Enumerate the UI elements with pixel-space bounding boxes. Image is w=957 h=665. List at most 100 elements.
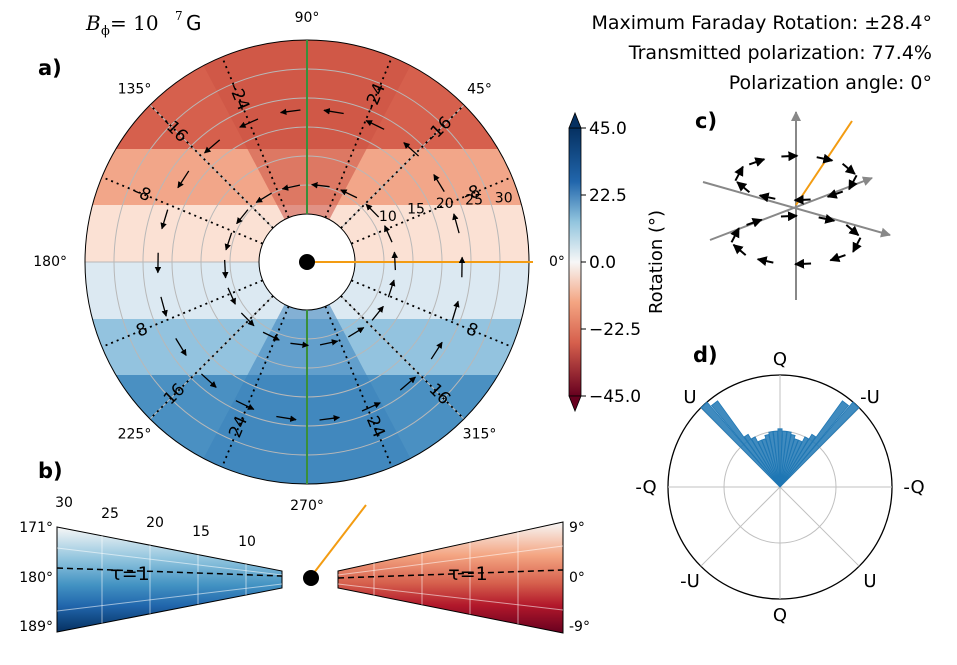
contour-line <box>340 295 465 420</box>
contour-line <box>101 176 263 245</box>
field-arrow <box>222 259 229 279</box>
colorbar-bottom-cap <box>568 395 582 413</box>
panel-c-label: c) <box>695 109 717 133</box>
wedge-grid-right-h <box>337 545 564 576</box>
contour-line <box>149 104 274 229</box>
field-arrow-3d <box>758 192 776 203</box>
tau-label-right: τ=1 <box>448 563 487 585</box>
field-arrow <box>452 213 460 234</box>
colorbar-tick-label: 22.5 <box>589 186 627 206</box>
field-arrow <box>433 173 445 192</box>
hist-bar <box>779 400 850 488</box>
field-arrow-3d <box>841 162 856 175</box>
polar-histogram <box>700 400 860 488</box>
field-arrow <box>430 341 443 360</box>
contour-line <box>324 56 393 218</box>
colorbar-tick-label: −45.0 <box>589 387 641 407</box>
polarization-line-b <box>309 504 367 579</box>
field-arrow-3d <box>732 244 747 256</box>
field-arrow <box>361 402 381 412</box>
stokes-label-right: -Q <box>903 477 924 498</box>
contour-label: -8 <box>460 181 483 206</box>
field-arrow <box>387 279 396 298</box>
field-arrow <box>236 209 249 225</box>
field-arrow <box>177 170 190 189</box>
panel-a-label: a) <box>38 56 62 80</box>
angle-labels: 0° 45° 90° 135° 180° 225° 270° 315° <box>33 10 565 514</box>
field-arrow <box>365 203 380 218</box>
field-arrow-3d <box>848 174 858 191</box>
left-wedge <box>56 526 283 633</box>
field-arrow-3d <box>746 217 763 228</box>
radial-label: 10 <box>379 209 397 225</box>
panel-b-label: b) <box>38 459 63 483</box>
contour-line <box>221 56 290 218</box>
field-arrow <box>276 415 297 422</box>
field-arrow <box>319 339 339 346</box>
contour-line <box>149 295 274 420</box>
wedge-radial-label: 10 <box>238 534 256 550</box>
angle-label: 45° <box>467 81 492 97</box>
stokes-label-lower_right: U <box>863 571 876 592</box>
colorbar: 45.0 22.5 0.0 −22.5 −45.0 Rotation (°) <box>568 111 667 413</box>
radial-label: 25 <box>465 192 483 208</box>
wedge-grid-left-h <box>56 583 283 612</box>
field-arrow <box>227 287 236 305</box>
y-axis <box>709 176 873 241</box>
hist-bar <box>710 400 781 488</box>
field-arrow <box>200 373 217 388</box>
field-arrow <box>204 139 221 154</box>
panel-c: c) <box>695 109 891 300</box>
field-arrow <box>311 182 330 189</box>
field-arrow <box>399 376 416 391</box>
field-arrow <box>348 327 365 338</box>
angle-label: 270° <box>290 498 324 514</box>
wedge-radial-label: 30 <box>55 495 73 511</box>
field-arrow <box>403 142 420 157</box>
field-arrow <box>255 192 272 203</box>
field-arrow-3d <box>756 256 774 266</box>
field-arrow-3d <box>826 189 844 199</box>
angle-label: 315° <box>463 427 497 443</box>
wedge-angle-label-left: 171° <box>19 520 53 536</box>
stokes-label-left: -Q <box>635 477 656 498</box>
field-arrow <box>235 400 255 410</box>
contour-line <box>101 279 263 348</box>
field-arrow-3d <box>736 181 751 194</box>
tau-label-left: τ=1 <box>110 563 149 585</box>
bfield-exponent: 7 <box>175 9 183 23</box>
polarization-angle-text: Polarization angle: 0° <box>729 72 932 94</box>
field-arrow <box>224 232 233 251</box>
colorbar-tick-label: 45.0 <box>589 119 627 139</box>
colorbar-tick-label: 0.0 <box>589 253 616 273</box>
wedge-radial-label: 15 <box>192 524 210 540</box>
center-dot-b <box>303 570 319 586</box>
field-arrow-3d <box>781 151 799 162</box>
wedge-angle-label-right: 0° <box>569 570 585 586</box>
angle-label: 180° <box>33 254 67 270</box>
field-arrow <box>323 108 344 115</box>
contour-line <box>324 306 393 468</box>
field-arrow <box>319 414 341 422</box>
contour-label: -8 <box>130 181 153 206</box>
colorbar-tick-label: −22.5 <box>589 320 641 340</box>
colorbar-label: Rotation (°) <box>646 210 667 314</box>
field-arrow <box>451 300 460 321</box>
field-arrow <box>279 108 301 116</box>
field-rings <box>730 151 862 269</box>
contour-line <box>351 176 513 245</box>
right-wedge <box>337 521 564 634</box>
field-arrow-3d <box>748 157 766 167</box>
panel-d: d) Q Q -Q -Q U -U -U U <box>635 343 924 626</box>
bfield-unit: G <box>186 11 202 35</box>
stokes-label-upper_right: -U <box>860 387 880 408</box>
tau-line-right <box>337 569 564 579</box>
contour-line <box>221 306 290 468</box>
stokes-label-bottom: Q <box>773 605 787 626</box>
field-arrow <box>160 209 169 230</box>
field-arrow <box>262 331 280 341</box>
wedge-grid <box>56 531 564 624</box>
transmitted-text: Transmitted polarization: 77.4% <box>628 42 932 64</box>
angle-label: 0° <box>549 254 565 270</box>
